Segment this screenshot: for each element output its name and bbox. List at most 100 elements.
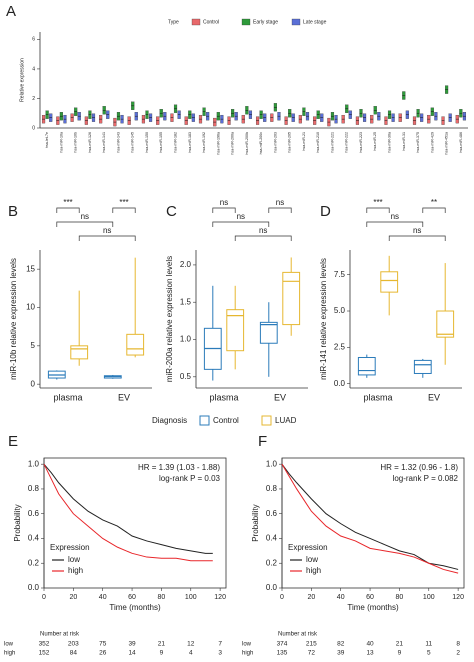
y-tick-label: 0.5 [180,372,192,381]
legend-title: Type [168,19,179,25]
significance-bracket [366,221,424,227]
x-tick-label: plasma [209,392,238,402]
x-tick-label: 20 [69,594,77,601]
y-tick-label: 0.0 [28,583,40,592]
risk-count: 21 [396,641,404,648]
legend-label: LUAD [275,416,297,425]
x-tick-label: hsa-miR-196a [216,132,220,155]
legend-label: high [68,566,83,575]
annotation: log-rank P = 0.03 [159,474,221,483]
y-tick-label: 0 [32,125,35,131]
y-tick-label: 5 [31,341,36,350]
panel-label: A [6,3,16,20]
y-tick-label: 4 [32,66,35,72]
significance-bracket [388,235,446,241]
risk-count: 9 [160,650,164,657]
risk-count: 21 [158,641,166,648]
x-tick-label: hsa-miR-31 [402,132,406,151]
box [436,310,455,338]
y-tick-label: 0.2 [28,558,40,567]
y-tick-label: 0.0 [334,379,346,388]
y-tick-label: 1.0 [28,459,40,468]
significance-label: ns [103,226,111,235]
risk-count: 5 [427,650,431,657]
significance-label: *** [63,198,72,207]
y-axis-label: Probability [251,504,260,541]
significance-label: ns [276,198,284,207]
panel-label: E [8,433,18,450]
significance-bracket [78,235,136,241]
significance-label: ns [259,226,267,235]
x-tick-label: hsa-miR-200a [231,132,235,155]
x-tick-label: 120 [214,594,226,601]
x-tick-label: hsa-miR-141 [102,132,106,153]
x-tick-label: hsa-miR-150 [145,132,149,153]
risk-count: 135 [277,650,288,657]
legend-swatch [241,18,251,26]
survival-curve [281,463,459,574]
x-axis-label: Time (months) [109,603,161,612]
legend-swatch [261,415,272,426]
legend-title: Expression [50,543,90,552]
y-tick-label: 0.8 [266,484,278,493]
risk-count: 2 [456,650,460,657]
y-axis-label: Probability [13,504,22,541]
x-tick-label: hsa-miR-375 [416,132,420,153]
legend-label: Early stage [253,19,278,25]
x-tick-label: 40 [337,594,345,601]
x-tick-label: 60 [366,594,374,601]
box [259,321,278,344]
x-tick-label: plasma [53,392,82,402]
x-tick-label: plasma [363,392,392,402]
survival-curve [43,463,213,562]
x-tick-label: hsa-miR-200b [245,132,249,155]
risk-count: 82 [337,641,345,648]
legend-label: low [306,555,318,564]
legend-label: Control [213,416,239,425]
x-tick-label: hsa-miR-10a [59,132,63,153]
y-tick-label: 0.6 [28,509,40,518]
legend-label: Late stage [303,19,327,25]
box [126,333,145,356]
risk-count: 8 [456,641,460,648]
x-tick-label: EV [118,392,130,402]
y-tick-label: 2.0 [180,260,192,269]
y-axis-label: Relative expression [19,58,25,102]
risk-count: 75 [99,641,107,648]
x-tick-label: hsa-miR-429 [430,132,434,153]
x-tick-label: hsa-miR-210 [316,132,320,153]
legend-label: low [68,555,80,564]
y-tick-label: 0 [31,379,36,388]
y-tick-label: 1.0 [266,459,278,468]
x-tick-label: 20 [307,594,315,601]
x-tick-label: 80 [396,594,404,601]
y-tick-label: 5.0 [334,306,346,315]
risk-count: 11 [425,641,432,648]
x-tick-label: hsa-miR-221 [330,132,334,153]
significance-bracket [112,207,136,213]
y-axis-label: miR-200a relative expression levels [165,256,174,382]
x-tick-label: hsa-miR-203 [273,132,277,153]
significance-bracket [234,235,292,241]
y-tick-label: 0.2 [266,558,278,567]
survival-curve [43,463,213,554]
x-tick-label: hsa-miR-222 [345,132,349,153]
risk-count: 4 [189,650,193,657]
significance-bracket [212,207,236,213]
risk-count: 14 [128,650,136,657]
box [413,359,432,374]
panel-label: D [320,203,331,220]
box [226,309,245,352]
legend-label: Control [203,19,219,25]
risk-count: 152 [39,650,50,657]
y-tick-label: 10 [26,303,35,312]
y-axis-label: miR-10b relative expression levels [9,258,18,380]
y-tick-label: 0.4 [266,534,278,543]
significance-label: ns [81,212,89,221]
y-tick-label: 2 [32,96,35,102]
panel-label: B [8,203,18,220]
y-tick-label: 1.5 [180,297,192,306]
significance-bracket [56,221,114,227]
